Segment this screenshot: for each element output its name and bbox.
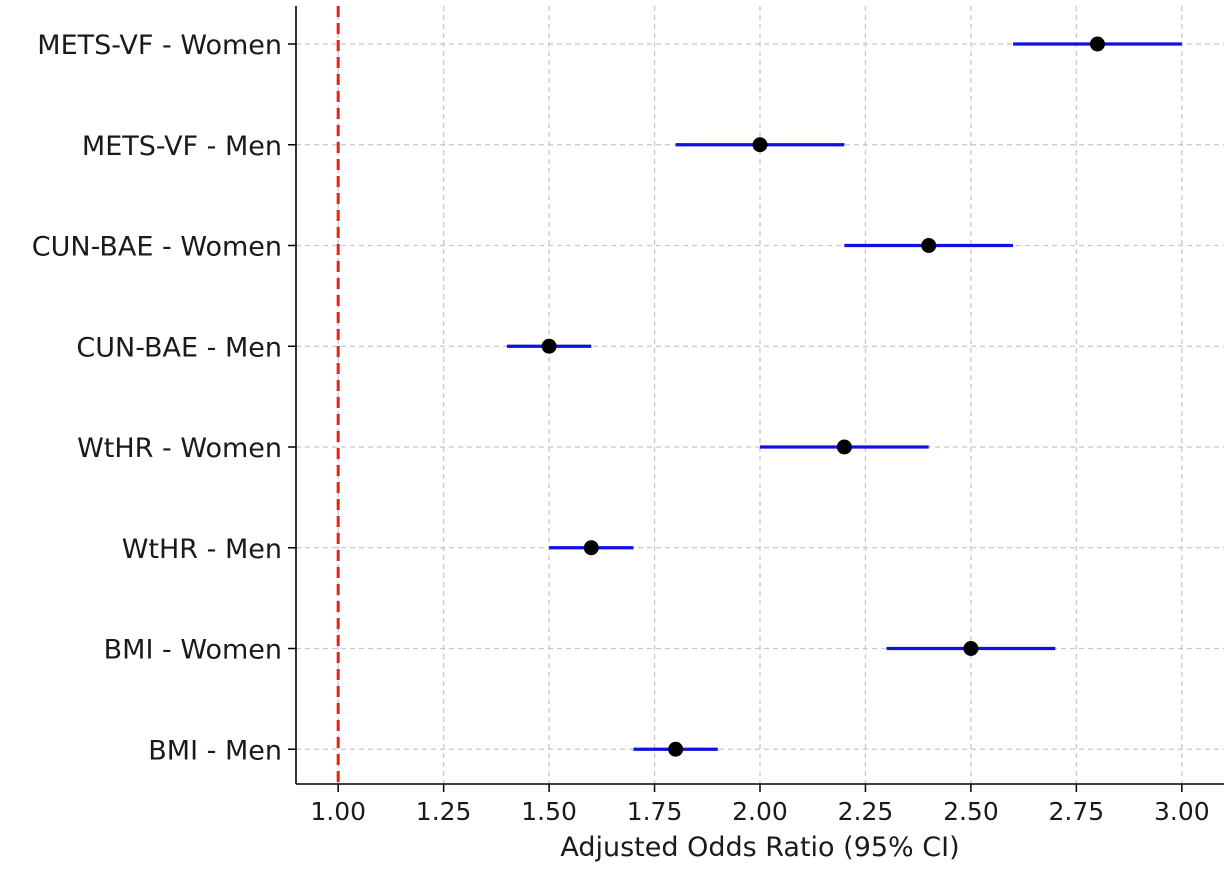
y-tick-label: METS-VF - Women xyxy=(37,30,282,61)
or-point xyxy=(541,338,557,354)
or-point xyxy=(921,238,937,253)
or-point xyxy=(963,641,979,656)
x-tick-label: 1.25 xyxy=(416,797,472,826)
y-tick-label: BMI - Men xyxy=(148,735,282,766)
y-tick-label: METS-VF - Men xyxy=(82,131,282,162)
y-tick-label: WtHR - Women xyxy=(77,433,282,464)
y-tick-label: CUN-BAE - Men xyxy=(76,332,282,363)
y-tick-label: BMI - Women xyxy=(104,635,282,666)
x-tick-label: 2.25 xyxy=(838,797,894,826)
x-ticks: 1.00 1.25 1.50 1.75 2.00 2.25 2.50 2.75 3.00 xyxy=(310,784,1210,826)
or-point xyxy=(752,137,768,153)
confidence-intervals xyxy=(506,42,1182,751)
or-point xyxy=(836,439,852,455)
x-axis-label: Adjusted Odds Ratio (95% CI) xyxy=(560,832,959,863)
grid xyxy=(296,6,1224,784)
x-tick-label: 2.75 xyxy=(1049,797,1105,826)
y-tick-label: WtHR - Men xyxy=(122,534,282,565)
x-tick-label: 2.50 xyxy=(943,797,999,826)
or-point xyxy=(668,741,684,757)
or-point xyxy=(1089,36,1105,52)
x-tick-label: 2.00 xyxy=(732,797,788,826)
x-tick-label: 1.50 xyxy=(521,797,577,826)
or-point xyxy=(583,540,599,556)
x-tick-label: 1.75 xyxy=(627,797,683,826)
y-tick-label: CUN-BAE - Women xyxy=(32,232,282,263)
y-ticks: METS-VF - Women METS-VF - Men CUN-BAE - Wo… xyxy=(32,30,296,766)
x-tick-label: 1.00 xyxy=(310,797,366,826)
x-tick-label: 3.00 xyxy=(1154,797,1210,826)
odds-ratio-points xyxy=(541,36,1105,757)
